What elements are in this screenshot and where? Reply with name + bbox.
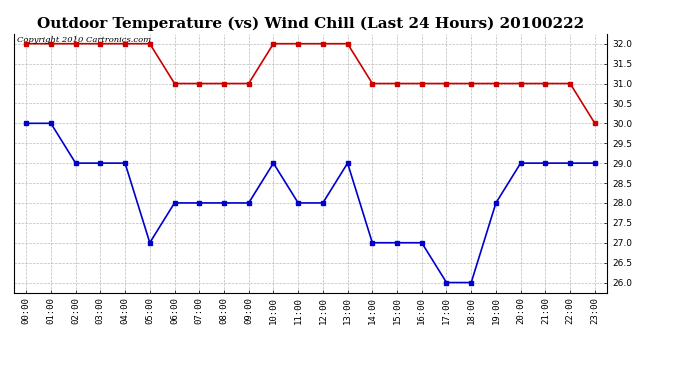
Text: Copyright 2010 Cartronics.com: Copyright 2010 Cartronics.com — [17, 36, 151, 44]
Title: Outdoor Temperature (vs) Wind Chill (Last 24 Hours) 20100222: Outdoor Temperature (vs) Wind Chill (Las… — [37, 17, 584, 31]
